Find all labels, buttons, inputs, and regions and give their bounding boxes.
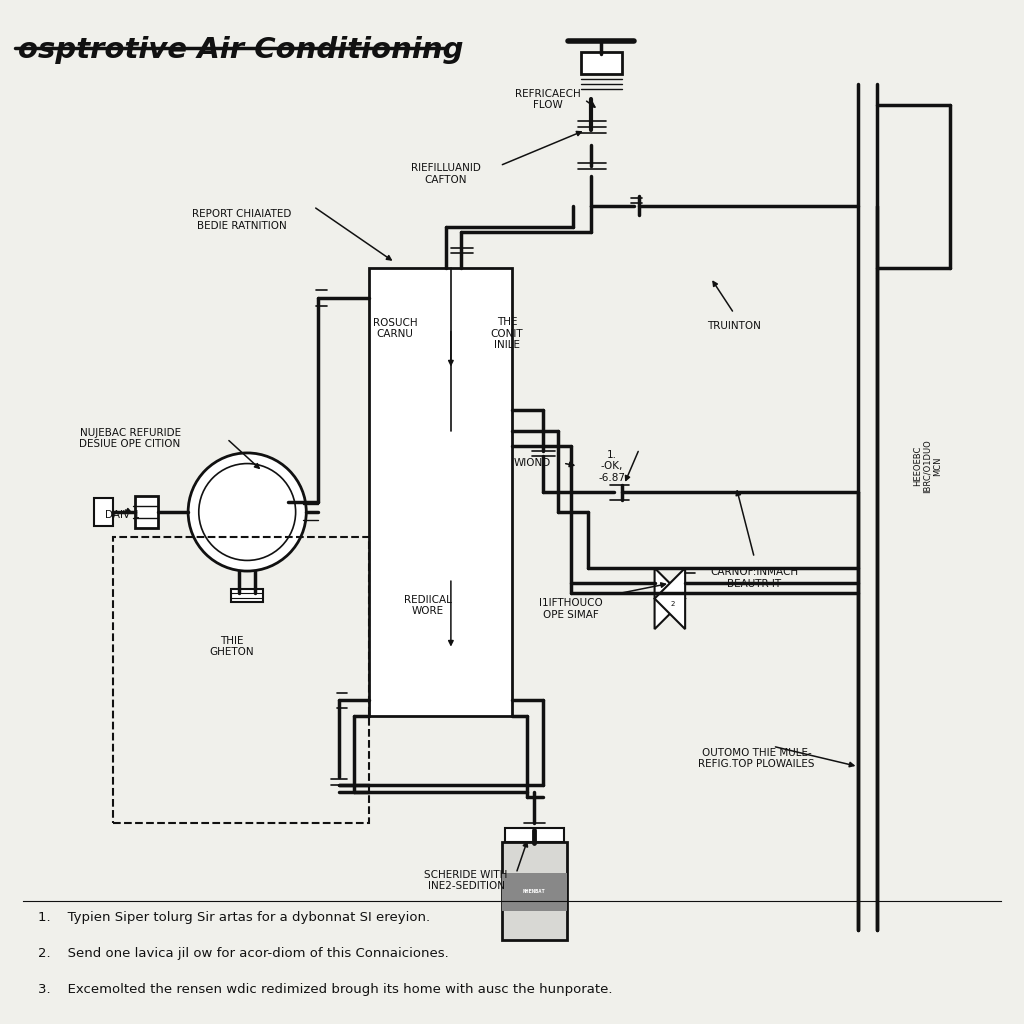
Circle shape <box>199 464 296 560</box>
Text: l1IFTHOUCO
OPE SIMAF: l1IFTHOUCO OPE SIMAF <box>540 598 603 620</box>
Text: SCHERIDE WITH
INE2-SEDITION: SCHERIDE WITH INE2-SEDITION <box>425 869 508 892</box>
Bar <box>502 872 567 911</box>
Polygon shape <box>654 568 685 629</box>
Text: THE
CONIT
INILE: THE CONIT INILE <box>490 317 523 350</box>
Text: ROSUCH
CARNU: ROSUCH CARNU <box>373 317 417 340</box>
Text: 1.
-OK,
-6.87: 1. -OK, -6.87 <box>598 450 626 482</box>
Text: 1.    Typien Siper tolurg Sir artas for a dybonnat SI ereyion.: 1. Typien Siper tolurg Sir artas for a d… <box>39 911 430 925</box>
Circle shape <box>188 453 306 571</box>
Text: NHENBAT: NHENBAT <box>523 890 546 894</box>
Text: DAIV 1: DAIV 1 <box>105 510 140 520</box>
Text: NUJEBAC REFURIDE
DESIUE OPE CITION: NUJEBAC REFURIDE DESIUE OPE CITION <box>80 428 180 450</box>
Bar <box>230 590 263 602</box>
Bar <box>502 842 567 940</box>
Bar <box>113 538 370 822</box>
Text: osptrotive Air Conditioning: osptrotive Air Conditioning <box>18 37 464 65</box>
Bar <box>94 498 113 526</box>
Text: REPORT CHIAIATED
BEDIE RATNITION: REPORT CHIAIATED BEDIE RATNITION <box>193 209 292 230</box>
Text: REFRICAECH
FLOW: REFRICAECH FLOW <box>515 89 581 111</box>
Text: TRUINTON: TRUINTON <box>708 321 761 331</box>
Bar <box>135 496 158 528</box>
Text: OUTOMO THIE MULE-
REFIG.TOP PLOWAILES: OUTOMO THIE MULE- REFIG.TOP PLOWAILES <box>698 748 815 769</box>
Text: THIE
GHETON: THIE GHETON <box>210 636 254 657</box>
Bar <box>582 51 622 74</box>
Polygon shape <box>654 568 685 629</box>
Text: CARNOF:INMACH
BEAUTR IT: CARNOF:INMACH BEAUTR IT <box>711 567 799 589</box>
Bar <box>370 267 512 716</box>
Text: REDIICAL
WORE: REDIICAL WORE <box>403 595 452 616</box>
Text: 2.    Send one lavica jil ow for acor-diom of this Connaiciones.: 2. Send one lavica jil ow for acor-diom … <box>39 947 450 959</box>
Text: 2: 2 <box>671 601 675 606</box>
Text: WIOND: WIOND <box>514 458 551 468</box>
Text: RIEFILLUANID
CAFTON: RIEFILLUANID CAFTON <box>411 163 480 184</box>
Text: 3.    Excemolted the rensen wdic redimized brough its home with ausc the hunpora: 3. Excemolted the rensen wdic redimized … <box>39 982 613 995</box>
Text: HEEOEBC
IBRC/O1DUO
MCN: HEEOEBC IBRC/O1DUO MCN <box>912 439 942 493</box>
Bar <box>505 827 564 842</box>
